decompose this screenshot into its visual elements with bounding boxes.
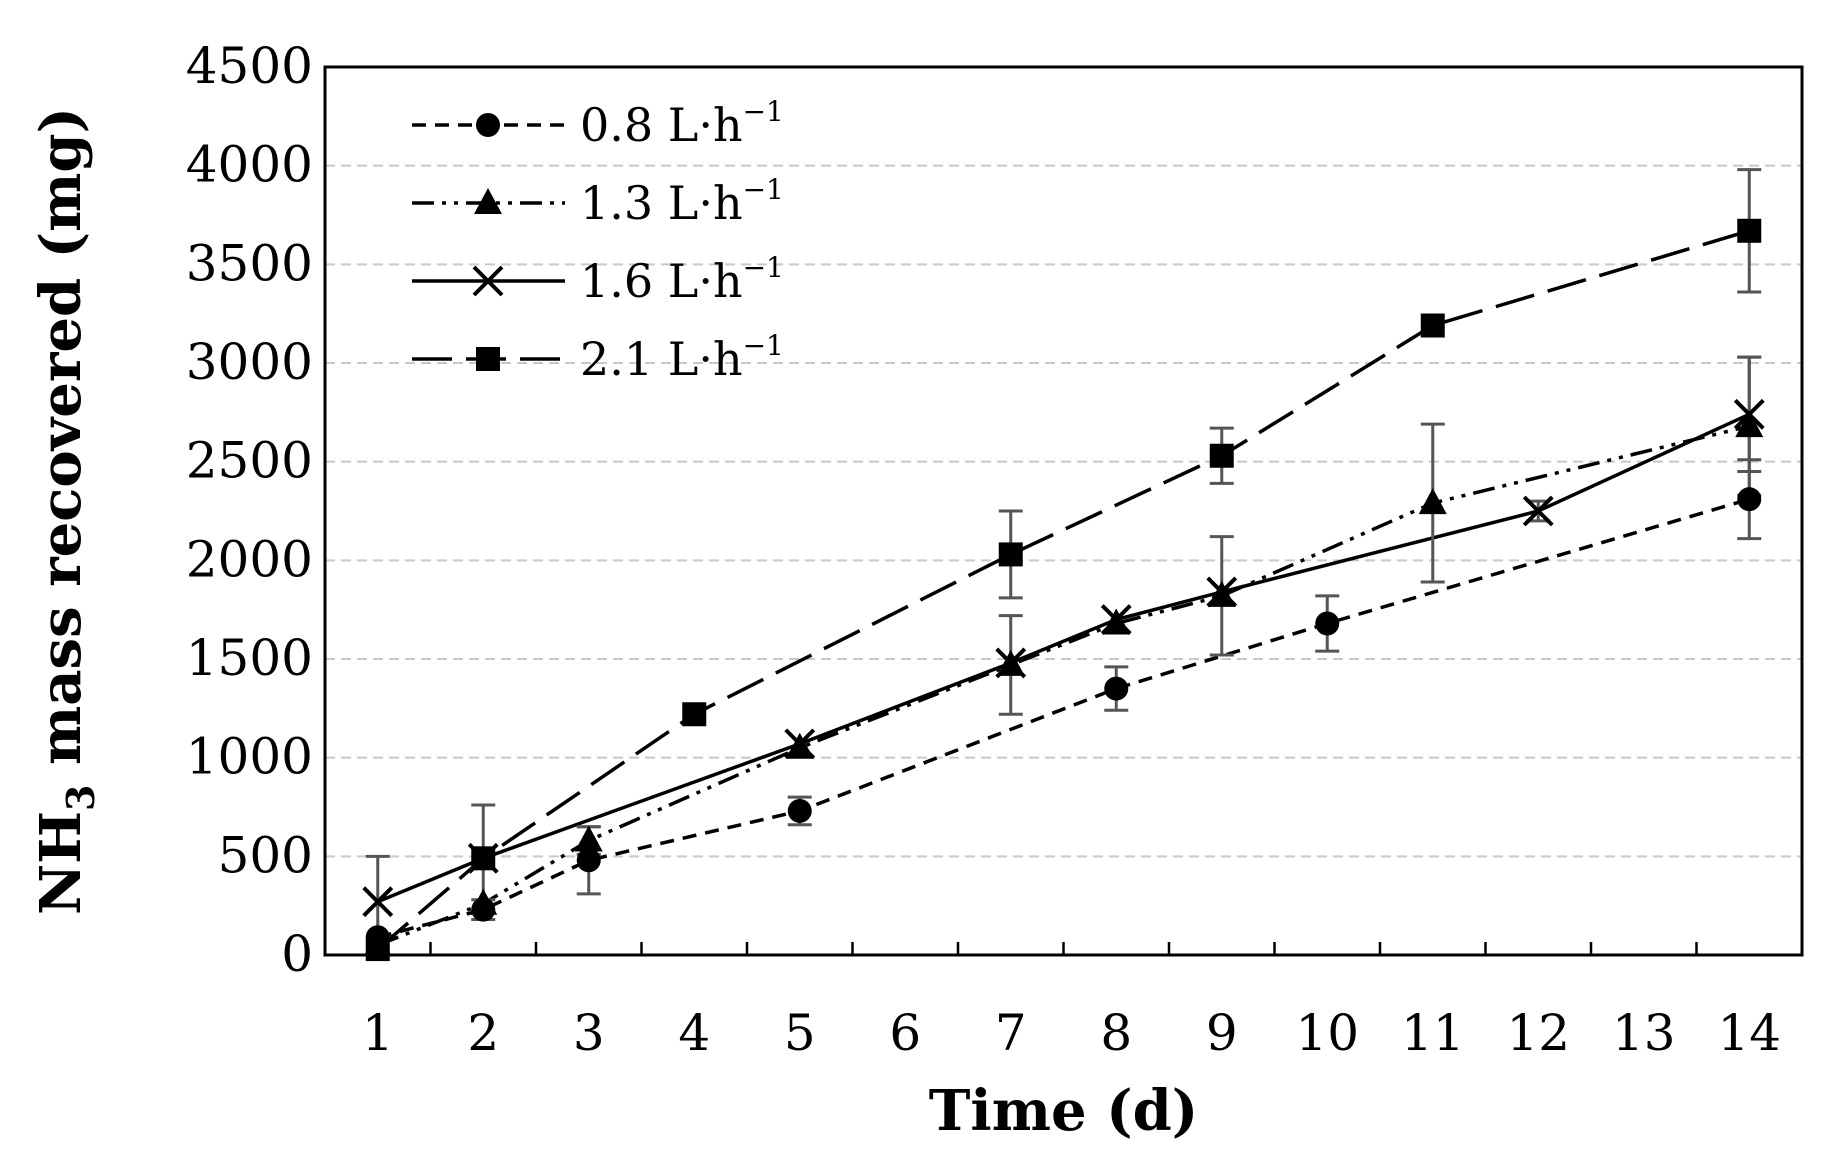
y-tick-label: 4500	[186, 37, 313, 95]
legend-label: 0.8 L·h−1	[580, 95, 784, 152]
x-tick-label: 11	[1401, 1004, 1465, 1062]
legend: 0.8 L·h−11.3 L·h−11.6 L·h−12.1 L·h−1	[412, 95, 784, 386]
data-point-triangle	[469, 888, 498, 915]
legend-unit-exponent: −1	[743, 173, 784, 206]
x-tick-label: 12	[1506, 1004, 1570, 1062]
legend-unit-exponent: −1	[743, 251, 784, 284]
y-tick-label: 1500	[186, 629, 313, 687]
x-marker-stroke	[1100, 604, 1132, 635]
x-tick-label: 5	[784, 1004, 816, 1062]
legend-unit-exponent: −1	[743, 329, 784, 362]
data-point-x	[1522, 495, 1554, 527]
data-point-square	[1209, 443, 1234, 468]
y-tick-label: 3500	[186, 234, 313, 292]
x-tick-label: 7	[995, 1004, 1027, 1062]
data-point-x	[1206, 576, 1238, 608]
data-point-x	[995, 647, 1027, 679]
x-tick-label: 9	[1206, 1004, 1238, 1062]
x-marker-stroke	[995, 647, 1027, 679]
y-axis-title-subscript: 3	[58, 784, 103, 810]
data-point-square	[365, 937, 390, 962]
legend-marker-circle	[476, 113, 500, 137]
x-marker-stroke	[1206, 576, 1238, 608]
y-tick-label: 0	[281, 925, 313, 983]
data-point-square	[682, 702, 707, 727]
y-axis-title-rest: mass recovered (mg)	[28, 107, 94, 785]
x-tick-label: 14	[1717, 1004, 1781, 1062]
legend-marker-triangle	[474, 188, 502, 214]
data-point-square	[1420, 313, 1445, 338]
data-point-circle	[1104, 676, 1129, 701]
data-point-square	[471, 846, 496, 871]
data-point-circle	[576, 848, 601, 873]
data-point-circle	[1315, 611, 1340, 636]
x-tick-label: 2	[467, 1004, 499, 1062]
x-tick-label: 1	[362, 1004, 394, 1062]
data-point-x	[784, 728, 816, 760]
x-tick-label: 3	[573, 1004, 605, 1062]
data-markers	[362, 218, 1765, 962]
legend-marker-square	[476, 347, 500, 371]
legend-marker-x	[472, 265, 504, 297]
x-tick-label: 4	[678, 1004, 710, 1062]
data-point-square	[1737, 218, 1762, 243]
x-tick-label: 6	[889, 1004, 921, 1062]
y-tick-label: 2500	[186, 432, 313, 490]
x-marker-stroke	[1733, 398, 1765, 430]
y-axis-title-main: NH	[28, 811, 94, 915]
y-tick-label: 1000	[186, 728, 313, 786]
y-tick-label: 2000	[186, 530, 313, 588]
data-point-circle	[1737, 487, 1762, 512]
data-point-square	[998, 542, 1023, 567]
x-marker-stroke	[1522, 495, 1554, 527]
x-marker-stroke	[784, 728, 816, 760]
data-point-circle	[787, 798, 812, 823]
gridlines	[325, 164, 1802, 858]
x-marker-stroke	[472, 265, 504, 297]
series-line-2	[377, 412, 1750, 904]
y-axis-title: NH3 mass recovered (mg)	[28, 107, 103, 915]
x-marker-stroke	[362, 886, 394, 918]
x-axis-title: Time (d)	[929, 1078, 1198, 1144]
y-tick-label: 4000	[186, 136, 313, 194]
legend-unit-exponent: −1	[743, 95, 784, 128]
data-point-x	[1100, 604, 1132, 635]
data-point-x	[1733, 398, 1765, 430]
y-tick-label: 500	[218, 826, 313, 884]
x-tick-label: 8	[1100, 1004, 1132, 1062]
x-tick-label: 13	[1612, 1004, 1676, 1062]
y-tick-label: 3000	[186, 333, 313, 391]
x-tick-label: 10	[1295, 1004, 1359, 1062]
legend-entry: 0.8 L·h−1	[412, 95, 784, 152]
data-point-triangle	[1735, 411, 1764, 438]
data-point-triangle	[574, 825, 603, 852]
data-point-x	[362, 886, 394, 918]
data-point-triangle	[1418, 488, 1447, 515]
